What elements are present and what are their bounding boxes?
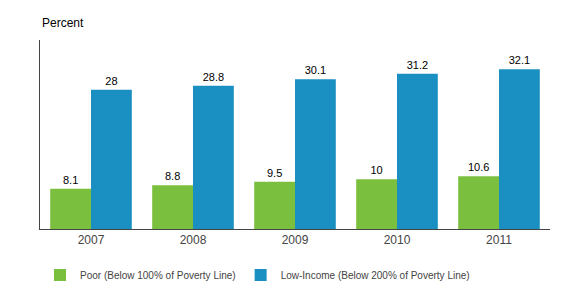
svg-text:Percent: Percent	[42, 16, 84, 30]
svg-text:Poor (Below 100% of Poverty Li: Poor (Below 100% of Poverty Line)	[80, 270, 236, 281]
svg-text:32.1: 32.1	[509, 54, 530, 66]
svg-text:30.1: 30.1	[305, 64, 326, 76]
svg-text:10: 10	[370, 164, 382, 176]
svg-text:8.8: 8.8	[165, 170, 180, 182]
svg-text:10.6: 10.6	[468, 161, 489, 173]
svg-text:28: 28	[105, 75, 117, 87]
svg-text:2011: 2011	[486, 233, 512, 247]
svg-text:2008: 2008	[180, 233, 207, 247]
svg-text:8.1: 8.1	[63, 174, 78, 186]
svg-text:28.8: 28.8	[203, 71, 224, 83]
svg-text:31.2: 31.2	[407, 59, 428, 71]
svg-text:2007: 2007	[78, 233, 105, 247]
svg-text:9.5: 9.5	[267, 167, 282, 179]
svg-text:2010: 2010	[384, 233, 411, 247]
svg-text:2009: 2009	[282, 233, 309, 247]
svg-text:Low-Income (Below 200% of Pove: Low-Income (Below 200% of Poverty Line)	[281, 270, 470, 281]
